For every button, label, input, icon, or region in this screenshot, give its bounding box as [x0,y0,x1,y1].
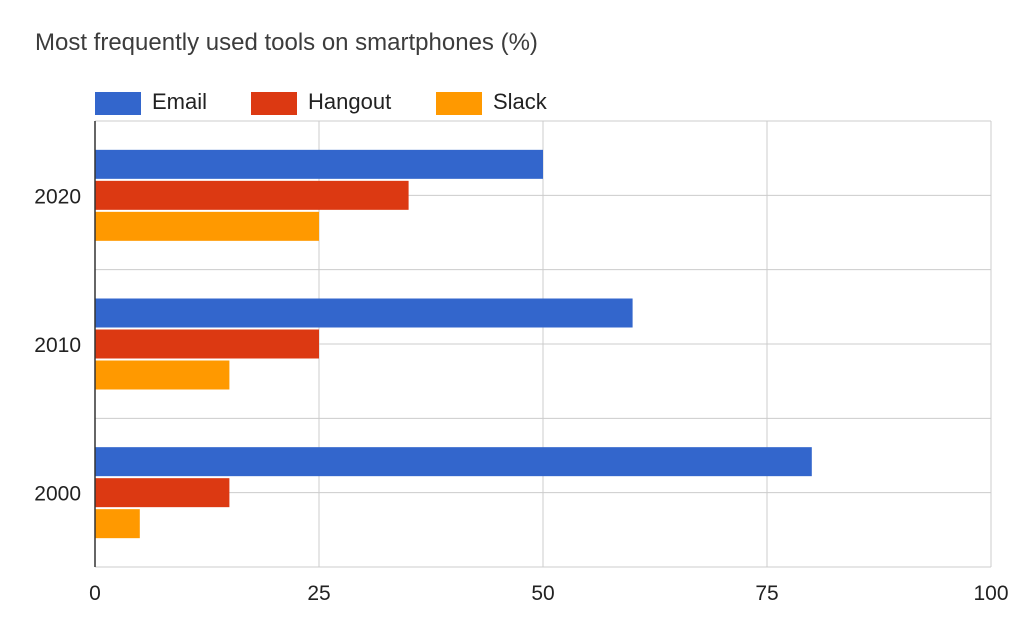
legend-swatch-email [95,92,141,115]
legend-label-hangout: Hangout [308,89,392,114]
y-tick-label: 2000 [34,483,81,506]
bar-slack-2010 [95,360,230,390]
x-axis-ticks: 0 25 50 75 100 [89,582,1008,605]
bars [95,149,812,539]
x-tick-label: 75 [755,582,778,605]
bar-hangout-2010 [95,329,319,359]
y-axis-ticks: 2020 2010 2000 [34,185,81,505]
x-tick-label: 25 [307,582,330,605]
x-tick-label: 100 [973,582,1008,605]
bar-hangout-2000 [95,478,230,508]
bar-email-2010 [95,298,633,328]
chart-title: Most frequently used tools on smartphone… [35,29,538,56]
y-tick-label: 2010 [34,334,81,357]
bar-email-2020 [95,149,543,179]
legend-label-email: Email [152,89,208,114]
x-tick-label: 0 [89,582,101,605]
legend-swatch-slack [436,92,482,115]
legend-swatch-hangout [251,92,297,115]
x-tick-label: 50 [531,582,554,605]
bar-slack-2020 [95,211,319,241]
y-tick-label: 2020 [34,185,81,208]
legend-label-slack: Slack [493,89,547,114]
bar-slack-2000 [95,509,140,539]
bar-email-2000 [95,447,812,477]
bar-hangout-2020 [95,180,409,210]
